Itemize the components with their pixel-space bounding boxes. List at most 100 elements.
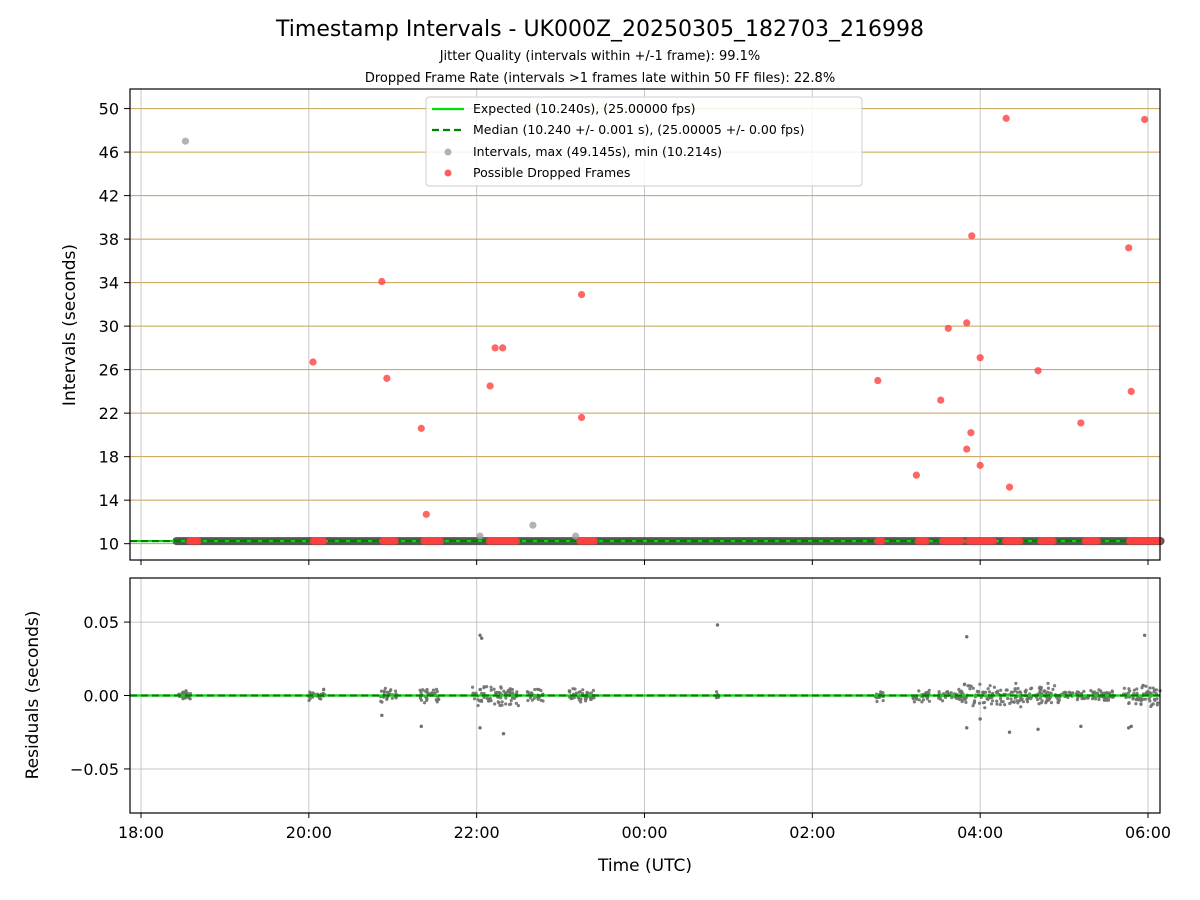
residual-point: [1014, 681, 1018, 685]
residual-point: [530, 698, 534, 702]
residual-point: [911, 696, 915, 700]
dropped-frame-point: [422, 510, 430, 518]
residual-point: [1063, 690, 1067, 694]
residual-point: [1079, 724, 1083, 729]
dropped-frame-point: [590, 537, 599, 545]
residual-point: [504, 696, 508, 700]
residual-point: [528, 696, 532, 700]
residual-point: [1009, 690, 1013, 694]
residual-point: [1135, 687, 1139, 691]
residual-point: [1009, 697, 1013, 701]
residual-point: [972, 701, 976, 705]
residual-point: [508, 688, 512, 692]
residual-point: [990, 699, 995, 703]
residual-point: [435, 698, 439, 702]
residual-point: [501, 731, 506, 736]
residual-point: [983, 706, 987, 710]
residual-point: [1127, 687, 1131, 691]
residual-point: [1100, 691, 1104, 695]
residual-point: [425, 690, 429, 694]
residual-point: [500, 700, 504, 704]
residual-point: [1134, 702, 1138, 706]
residual-point: [527, 691, 531, 695]
intervals-grid: [130, 89, 1160, 560]
residual-point: [1097, 688, 1101, 692]
residual-point: [478, 726, 482, 730]
dropped-frame-point: [1077, 419, 1085, 427]
residual-point: [1126, 691, 1130, 695]
residual-point: [418, 696, 422, 700]
residual-point: [1046, 686, 1051, 690]
intervals-y-tick-label: 38: [99, 230, 119, 249]
dropped-frame-point: [319, 537, 328, 545]
residual-point: [1089, 689, 1093, 693]
residual-point: [511, 691, 515, 695]
residual-point: [482, 685, 486, 689]
dropped-frame-point: [1034, 367, 1042, 375]
dropped-frame-point: [436, 537, 445, 545]
residual-point: [1035, 698, 1040, 702]
residuals-x-ticks: 18:00 20:00 22:00 00:00 02:00 04:00 06:00: [118, 813, 1171, 842]
residual-point: [584, 696, 588, 700]
residual-point: [1107, 691, 1111, 695]
residual-point: [1132, 688, 1136, 692]
residual-point: [715, 623, 720, 627]
residual-point: [388, 689, 392, 693]
residual-point: [958, 696, 962, 701]
dropped-frame-point: [1094, 537, 1102, 545]
residual-point: [1053, 684, 1057, 688]
residuals-y-tick-label: −0.05: [70, 760, 119, 779]
residual-point: [1038, 696, 1042, 700]
residual-point: [912, 700, 917, 704]
intervals-points: [181, 114, 1163, 545]
residual-point: [485, 696, 489, 700]
residual-point: [987, 690, 992, 694]
residual-point: [969, 684, 973, 688]
residual-point: [881, 699, 885, 703]
dropped-frame-point: [378, 277, 386, 286]
dropped-frame-point: [976, 354, 984, 362]
chart-legend: Expected (10.240s), (25.00000 fps) Media…: [425, 96, 863, 187]
residual-point: [514, 701, 518, 705]
residual-point: [1049, 701, 1054, 705]
residual-point: [390, 696, 394, 700]
residual-point: [1127, 701, 1131, 706]
residual-point: [1097, 697, 1101, 702]
dropped-frame-point: [417, 424, 425, 432]
residual-point: [945, 689, 950, 694]
residual-point: [927, 688, 931, 692]
residual-point: [497, 701, 501, 705]
chart-title: Timestamp Intervals - UK000Z_20250305_18…: [275, 17, 924, 42]
intervals-y-tick-label: 26: [99, 361, 119, 380]
residual-point: [1039, 701, 1043, 705]
residual-point: [480, 636, 484, 640]
dropped-frame-point: [577, 290, 586, 299]
x-tick-label: 02:00: [789, 823, 835, 842]
residual-point: [988, 696, 992, 700]
residual-point: [957, 687, 961, 691]
residual-point: [875, 699, 879, 704]
dropped-frame-point: [1005, 483, 1014, 491]
residual-point: [433, 691, 437, 695]
residual-point: [999, 699, 1003, 703]
residual-point: [914, 695, 919, 700]
legend-box: [425, 96, 863, 187]
residual-point: [431, 688, 436, 692]
residual-point: [434, 687, 439, 691]
residual-point: [1094, 697, 1098, 701]
residual-point: [385, 697, 389, 701]
residual-point: [1142, 633, 1147, 637]
residual-point: [188, 697, 192, 701]
residuals-y-axis-label: Residuals (seconds): [23, 611, 43, 780]
residual-point: [955, 696, 959, 701]
dropped-frame-point: [391, 537, 399, 545]
legend-expected-label: Expected (10.240s), (25.00000 fps): [473, 101, 695, 116]
interval-point: [476, 532, 484, 540]
residual-point: [482, 691, 486, 696]
residual-point: [319, 697, 323, 701]
intervals-y-axis-label: Intervals (seconds): [60, 244, 80, 406]
dropped-frame-point: [486, 382, 494, 390]
intervals-y-tick-label: 46: [99, 143, 119, 162]
residual-point: [715, 690, 719, 694]
residual-point: [995, 699, 999, 703]
